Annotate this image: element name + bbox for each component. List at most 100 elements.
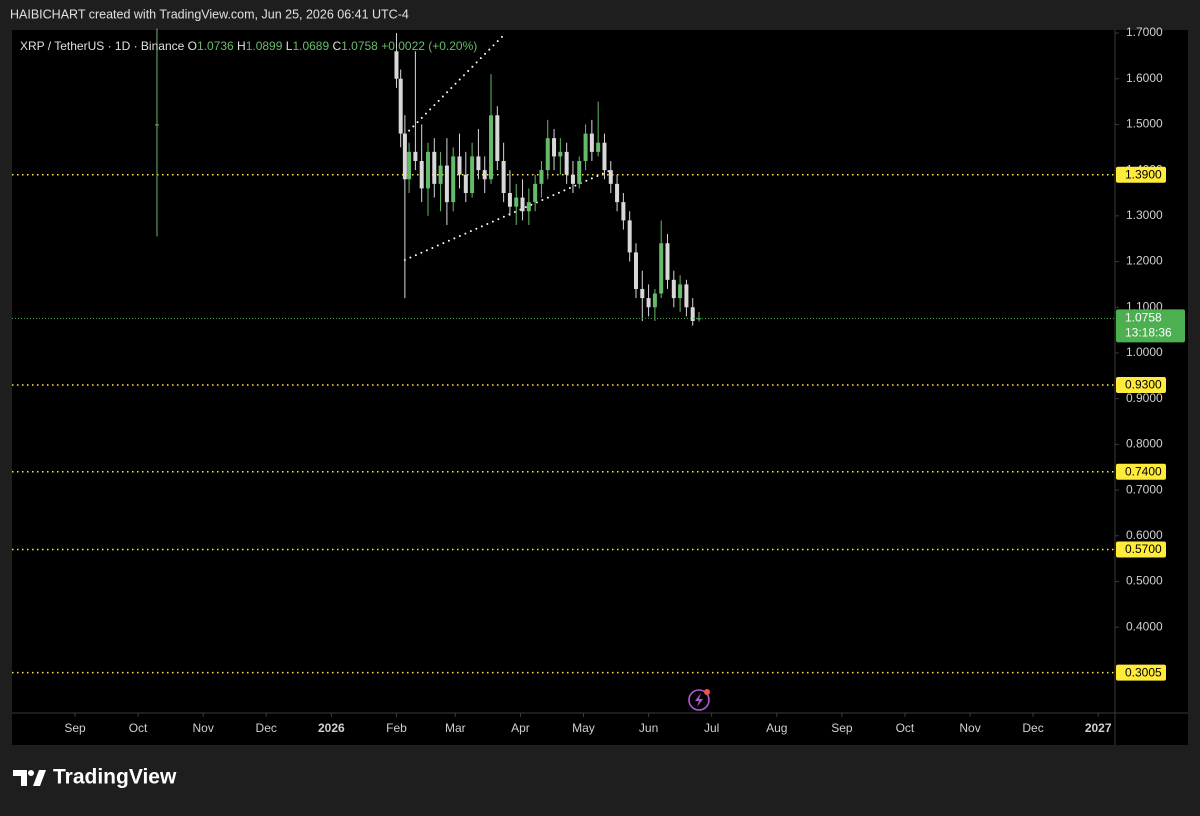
candle [489, 74, 494, 184]
level-label-box [1116, 166, 1166, 183]
legend-key: C [332, 39, 341, 53]
x-tick-label: Oct [896, 721, 915, 735]
y-tick-label: 1.2000 [1126, 254, 1163, 268]
candle-body [665, 243, 670, 280]
candle [413, 51, 418, 171]
candle [697, 311, 702, 322]
x-tick-label: 2026 [318, 721, 345, 735]
candle [665, 234, 670, 289]
candle-body [646, 298, 651, 308]
candle-body [545, 138, 550, 171]
candle-body [602, 142, 607, 171]
candle-body [432, 151, 437, 184]
candle [552, 129, 557, 171]
header: HAIBICHART created with TradingView.com,… [10, 7, 409, 21]
candle [671, 270, 676, 308]
candle [583, 124, 588, 171]
candle [444, 138, 449, 225]
candle-body [444, 165, 449, 203]
candle-body [507, 192, 512, 207]
candle [451, 147, 456, 212]
candle [558, 138, 563, 175]
footer-text: TradingView [53, 766, 177, 789]
candle-body [413, 151, 418, 161]
x-tick-label: Apr [511, 721, 530, 735]
y-tick-label: 0.8000 [1126, 437, 1163, 451]
x-tick-label: Mar [445, 721, 466, 735]
y-tick-label: 0.5000 [1126, 574, 1163, 588]
y-tick-label: 1.6000 [1126, 71, 1163, 85]
candle [432, 138, 437, 198]
alert-icon [688, 689, 710, 711]
candle-body [627, 220, 632, 253]
candle-body [678, 284, 683, 299]
level-label: 1.3900 [1125, 167, 1162, 181]
candle [577, 156, 582, 189]
level-label: 0.7400 [1125, 464, 1162, 478]
candle-body [583, 133, 588, 161]
legend-value: 1.0758 [341, 39, 378, 53]
candle-body [596, 142, 601, 152]
candle-body [659, 243, 664, 294]
candle-body [633, 252, 638, 289]
candle-body [154, 124, 159, 126]
candle-body [621, 202, 626, 221]
candle [589, 119, 594, 161]
candle-body [501, 160, 506, 193]
candle-body [495, 115, 500, 161]
x-tick-label: Dec [1022, 721, 1043, 735]
x-tick-label: Jul [704, 721, 719, 735]
legend-value: 1.0689 [292, 39, 329, 53]
candle-body [577, 160, 582, 184]
candle-body [419, 160, 424, 189]
candle [570, 160, 575, 193]
candle [507, 170, 512, 216]
candle [407, 142, 412, 193]
candle-body [438, 165, 443, 184]
legend-key: L [286, 39, 293, 53]
candle-body [570, 174, 575, 184]
y-tick-label: 0.7000 [1126, 482, 1163, 496]
candle-body [684, 284, 689, 308]
candle-body [608, 170, 613, 184]
level-label: 0.5700 [1125, 542, 1162, 556]
candle [615, 174, 620, 212]
x-tick-label: Dec [256, 721, 277, 735]
level-label: 0.9300 [1125, 378, 1162, 392]
candle-body [398, 78, 403, 134]
countdown: 13:18:36 [1125, 325, 1172, 339]
candle [476, 129, 481, 180]
candle [154, 28, 159, 237]
candle [526, 188, 531, 225]
candle-body [589, 133, 594, 152]
candle [533, 174, 538, 212]
level-label-box [1116, 664, 1166, 681]
legend: XRP / TetherUS · 1D · Binance O1.0736 H1… [20, 39, 477, 53]
candle [482, 156, 487, 193]
plot-background [12, 30, 1188, 745]
candle [621, 192, 626, 230]
candle-body [652, 293, 657, 308]
candle-body [564, 151, 569, 175]
candle [678, 275, 683, 312]
candle-body [402, 133, 407, 180]
candle [545, 119, 550, 180]
candle [514, 183, 519, 225]
candle-body [476, 156, 481, 171]
x-tick-label: Sep [831, 721, 853, 735]
x-tick-label: Nov [959, 721, 980, 735]
candle-body [539, 170, 544, 184]
candle-body [470, 156, 475, 193]
candle-body [552, 138, 557, 157]
candle-body [482, 170, 487, 180]
legend-value: 1.0736 [197, 39, 234, 53]
y-tick-label: 1.5000 [1126, 117, 1163, 131]
y-tick-label: 0.4000 [1126, 619, 1163, 633]
x-tick-label: Feb [386, 721, 407, 735]
candle-body [690, 307, 695, 321]
candle [425, 142, 430, 216]
legend-change: +0.0022 (+0.20%) [381, 39, 477, 53]
candle [438, 151, 443, 212]
candle [520, 179, 525, 221]
